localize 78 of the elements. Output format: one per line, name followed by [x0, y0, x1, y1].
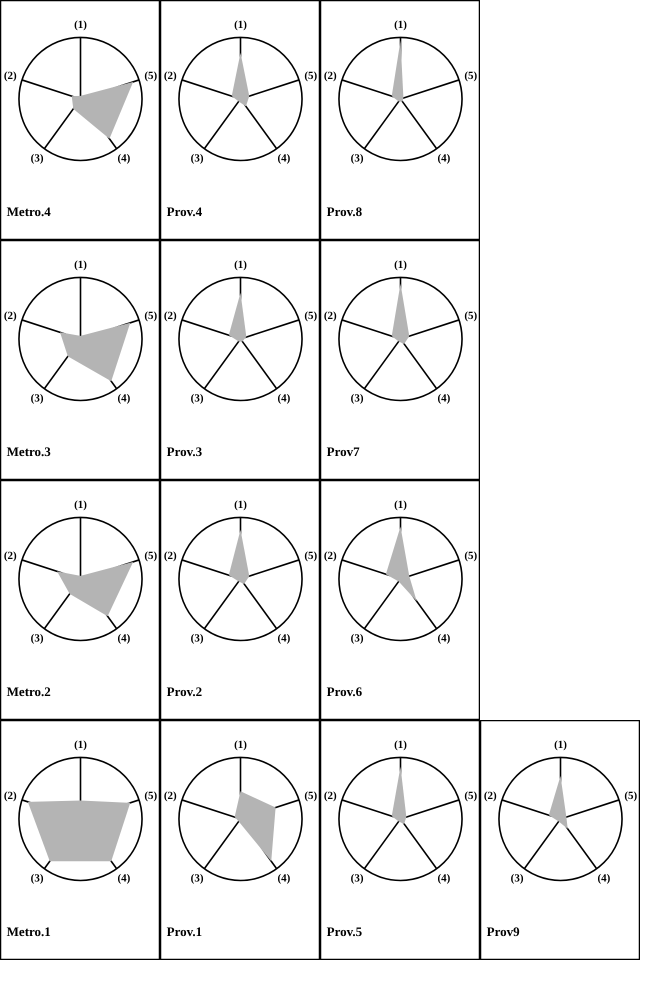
spoke-label: (5): [144, 70, 158, 82]
spoke-label: (3): [190, 392, 204, 405]
spoke-label: (5): [304, 70, 318, 82]
text: Prov.1: [166, 924, 202, 939]
spoke-label: (1): [74, 19, 88, 32]
spoke-label: (1): [74, 739, 88, 752]
spoke-label: (4): [277, 152, 291, 165]
spoke-label: (1): [234, 259, 248, 272]
text: Prov7: [326, 444, 360, 459]
spoke-label: (1): [74, 499, 88, 512]
spoke-label: (4): [117, 632, 131, 645]
spoke-label: (2): [164, 790, 178, 802]
spoke-label: (1): [554, 739, 568, 752]
spoke-label: (5): [464, 310, 478, 322]
spoke-label: (5): [304, 310, 318, 322]
spoke-label: (5): [464, 790, 478, 802]
spoke-label: (4): [277, 872, 291, 885]
spoke-label: (3): [190, 632, 204, 645]
text: Metro.2: [6, 684, 51, 699]
spoke-label: (3): [30, 152, 44, 165]
spoke-label: (4): [277, 632, 291, 645]
spoke-label: (3): [510, 872, 524, 885]
spoke-label: (4): [277, 392, 291, 405]
spoke-label: (2): [4, 70, 18, 82]
spoke-label: (1): [234, 499, 248, 512]
spoke-label: (4): [437, 152, 451, 165]
spoke-label: (3): [30, 872, 44, 885]
text: Prov.6: [326, 684, 363, 699]
spoke-label: (2): [4, 310, 18, 322]
spoke-label: (3): [350, 632, 364, 645]
spoke-label: (5): [464, 70, 478, 82]
spoke-label: (1): [394, 739, 408, 752]
spoke-label: (1): [394, 19, 408, 32]
text: Metro.3: [6, 444, 52, 459]
spoke-label: (5): [144, 790, 158, 802]
spoke-label: (2): [164, 70, 178, 82]
spoke-label: (2): [324, 310, 338, 322]
spoke-label: (3): [190, 152, 204, 165]
text: Prov.3: [166, 444, 203, 459]
spoke-label: (1): [234, 19, 248, 32]
spoke-label: (3): [350, 152, 364, 165]
spoke-label: (5): [304, 550, 318, 562]
spoke-label: (4): [597, 872, 611, 885]
spoke-label: (3): [190, 872, 204, 885]
text: Prov.8: [326, 204, 363, 219]
text: Metro.4: [6, 204, 52, 219]
spoke-label: (4): [437, 632, 451, 645]
spoke-label: (1): [394, 499, 408, 512]
text: Prov.2: [166, 684, 202, 699]
spoke-label: (5): [304, 790, 318, 802]
spoke-label: (5): [144, 550, 158, 562]
spoke-label: (1): [234, 739, 248, 752]
text: Prov.5: [326, 924, 363, 939]
spoke-label: (2): [164, 310, 178, 322]
text: Prov.4: [166, 204, 203, 219]
spoke-label: (3): [30, 392, 44, 405]
spoke-label: (2): [324, 790, 338, 802]
spoke-label: (2): [4, 550, 18, 562]
spoke-label: (4): [437, 392, 451, 405]
spoke-label: (3): [350, 872, 364, 885]
spoke-label: (5): [464, 550, 478, 562]
spoke-label: (4): [117, 872, 131, 885]
spoke-label: (3): [30, 632, 44, 645]
spoke-label: (2): [164, 550, 178, 562]
spoke-label: (2): [484, 790, 498, 802]
spoke-label: (5): [144, 310, 158, 322]
spoke-label: (3): [350, 392, 364, 405]
spoke-label: (5): [624, 790, 638, 802]
spoke-label: (4): [117, 152, 131, 165]
spoke-label: (2): [324, 70, 338, 82]
spoke-label: (1): [74, 259, 88, 272]
spoke-label: (2): [4, 790, 18, 802]
text: Metro.1: [6, 924, 51, 939]
spoke-label: (1): [394, 259, 408, 272]
spoke-label: (2): [324, 550, 338, 562]
spoke-label: (4): [437, 872, 451, 885]
text: Prov9: [486, 924, 520, 939]
spoke-label: (4): [117, 392, 131, 405]
